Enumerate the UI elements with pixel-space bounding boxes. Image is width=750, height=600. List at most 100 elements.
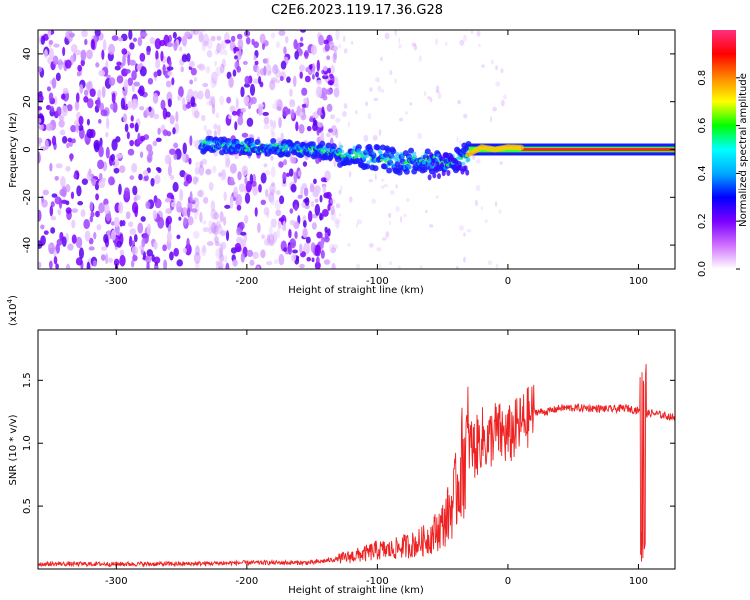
- spectrogram-cell: [110, 103, 114, 110]
- spectrogram-cell: [282, 106, 289, 117]
- spectrogram-cell: [307, 210, 313, 223]
- spectrogram-cell: [210, 200, 216, 212]
- spectrogram-cell: [380, 185, 385, 189]
- spectrogram-cell: [270, 197, 275, 206]
- spectrogram-cell: [140, 216, 146, 222]
- spectrogram-cell: [166, 66, 174, 71]
- spectrogram-cell: [476, 30, 481, 37]
- spectrogram-cell: [272, 103, 278, 109]
- spectrogram-cell: [116, 75, 124, 84]
- spectrogram-cell: [89, 215, 94, 223]
- spectrogram-cell: [396, 169, 403, 176]
- spectrogram-cell: [301, 87, 308, 96]
- spectrogram-cell: [432, 155, 436, 159]
- spectrogram-cell: [165, 208, 170, 214]
- spectrogram-cell: [78, 247, 84, 260]
- spectrogram-cell: [432, 172, 437, 179]
- spectrogram-cell: [84, 38, 88, 46]
- spectrogram-cell: [173, 247, 179, 257]
- spectrogram-cell: [153, 113, 160, 120]
- spectrogram-cell: [60, 176, 66, 188]
- spectrogram-cell: [154, 38, 162, 50]
- spectrogram-cell: [220, 241, 227, 250]
- spectrogram-cell: [119, 165, 126, 174]
- spectrogram-cell: [49, 205, 54, 217]
- spectrogram-cell: [295, 121, 299, 132]
- spectrogram-cell: [475, 159, 481, 164]
- spectrogram-cell: [210, 208, 218, 220]
- spectrogram-cell: [330, 209, 336, 222]
- spectrogram-cell: [214, 49, 219, 55]
- spectrogram-cell: [54, 96, 58, 106]
- spectrogram-cell: [314, 244, 321, 257]
- spectrogram-cell: [308, 64, 313, 70]
- spectrogram-cell: [270, 125, 275, 137]
- spectrogram-cell: [325, 191, 332, 199]
- spectrogram-y-axis-label: Frequency (Hz): [8, 112, 19, 188]
- spectrogram-cell: [311, 257, 315, 263]
- spectrogram-cell: [283, 247, 287, 252]
- spectrogram-cell: [282, 171, 287, 182]
- spectrogram-cell: [335, 203, 341, 209]
- spectrogram-cell: [69, 32, 75, 38]
- spectrogram-cell: [257, 222, 261, 234]
- spectrogram-cell: [50, 215, 57, 221]
- spectrogram-cell: [429, 224, 434, 228]
- spectrogram-cell: [45, 104, 52, 111]
- spectrogram-cell: [248, 137, 255, 144]
- spectrogram-cell: [377, 85, 382, 92]
- spectrogram-y-tick-label: 40: [22, 48, 33, 61]
- spectrogram-x-tick-label: 0: [505, 276, 511, 287]
- spectrogram-cell: [55, 263, 59, 269]
- spectrogram-cell: [219, 95, 225, 106]
- spectrogram-cell: [458, 225, 464, 231]
- spectrogram-cell: [181, 35, 188, 47]
- spectrogram-cell: [100, 254, 106, 261]
- spectrogram-cell: [202, 33, 209, 46]
- spectrogram-cell: [210, 222, 217, 234]
- spectrogram-cell: [210, 35, 216, 42]
- spectrogram-cell: [317, 122, 324, 128]
- snr-plot-area: [38, 330, 675, 569]
- figure-title: C2E6.2023.119.17.36.G28: [271, 3, 443, 18]
- spectrogram-cell: [240, 231, 247, 236]
- spectrogram-cell: [316, 79, 322, 86]
- spectrogram-cell: [307, 69, 313, 76]
- spectrogram-cell: [81, 30, 88, 38]
- spectrogram-cell: [111, 161, 116, 166]
- spectrogram-cell: [275, 41, 280, 49]
- spectrogram-cell: [105, 146, 110, 159]
- spectrogram-cell: [55, 163, 63, 169]
- spectrogram-cell: [195, 261, 200, 269]
- spectrogram-cell: [322, 65, 328, 72]
- snr-x-tick-label: -300: [105, 576, 128, 587]
- spectrogram-cell: [408, 147, 415, 154]
- spectrogram-cell: [400, 155, 405, 160]
- spectrogram-cell: [137, 222, 144, 234]
- spectrogram-cell: [228, 76, 234, 88]
- spectrogram-cell: [325, 88, 333, 95]
- spectrogram-cell: [195, 245, 200, 256]
- spectrogram-cell: [384, 156, 389, 161]
- spectrogram-cell: [333, 87, 340, 98]
- spectrogram-cell: [298, 124, 305, 134]
- spectrogram-cell: [128, 235, 133, 247]
- spectrogram-cell: [98, 202, 105, 214]
- spectrogram-cell: [48, 39, 54, 45]
- spectrogram-cell: [51, 77, 57, 89]
- spectrogram-cell: [51, 193, 58, 198]
- spectrogram-cell: [215, 247, 222, 259]
- spectrogram-cell: [279, 75, 284, 82]
- spectrogram-cell: [260, 249, 266, 259]
- spectrogram-cell: [113, 258, 120, 267]
- spectrogram-cell: [107, 257, 114, 263]
- spectrogram-heatmap: [38, 30, 675, 269]
- spectrogram-cell: [219, 211, 224, 223]
- spectrogram-cell: [155, 50, 159, 61]
- spectrogram-cell: [210, 77, 217, 89]
- spectrogram-cell: [268, 192, 275, 203]
- spectrogram-cell: [61, 199, 68, 204]
- spectrogram-cell: [215, 260, 220, 266]
- spectrogram-cell: [215, 261, 223, 269]
- spectrogram-cell: [156, 69, 162, 77]
